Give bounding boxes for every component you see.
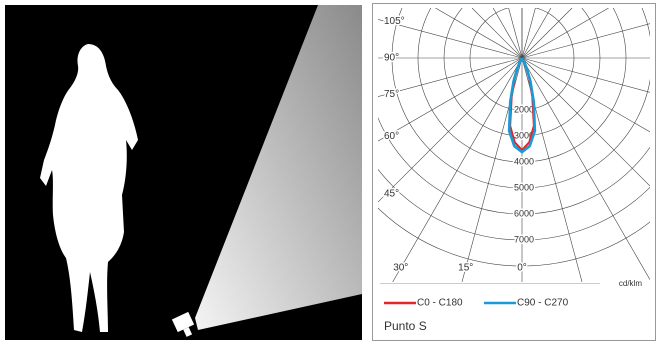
- lamp: [171, 311, 195, 337]
- grid-spoke: [521, 8, 552, 59]
- grid-spoke: [471, 8, 523, 59]
- diagram-panel: [372, 3, 656, 341]
- r-tick-label: 6000: [514, 208, 534, 218]
- unit-label: cd/klm: [619, 279, 642, 288]
- grid-spoke: [521, 23, 650, 59]
- angle-tick-label: 15°: [458, 263, 473, 274]
- legend-label: C0 - C180: [417, 298, 463, 309]
- angle-tick-label: 75°: [384, 89, 399, 100]
- angle-tick-label: 90°: [384, 53, 399, 64]
- r-tick-label: 5000: [514, 182, 534, 192]
- r-tick-label: 4000: [514, 156, 534, 166]
- grid-spoke: [492, 8, 523, 59]
- grid-spoke: [392, 57, 523, 282]
- grid-spoke: [378, 57, 523, 97]
- r-tick-label: 2000: [514, 104, 534, 114]
- angle-tick-label: 45°: [384, 189, 399, 200]
- grid-spoke: [378, 19, 523, 59]
- grid-spoke: [521, 57, 650, 133]
- polar-labels: 105°90°75°60°45°30° 15° 0°2000300040005000…: [383, 15, 536, 275]
- grid-spoke: [521, 57, 650, 93]
- angle-tick-label: 30°: [393, 263, 408, 274]
- curves: [507, 57, 537, 154]
- angle-tick-label: 105°: [384, 16, 405, 27]
- grid-spoke: [435, 8, 523, 59]
- legend-label: C90 - C270: [517, 298, 569, 309]
- grid-spoke: [521, 8, 573, 59]
- silhouette: [40, 44, 138, 332]
- grid-spoke: [508, 8, 523, 59]
- grid-spoke: [521, 8, 609, 59]
- grid-spoke: [378, 57, 523, 142]
- grid-spoke: [378, 57, 523, 203]
- footer-label: Punto S: [384, 319, 427, 333]
- light-beam: [195, 5, 362, 330]
- angle-tick-label: 0°: [517, 263, 527, 274]
- grid-spoke: [521, 8, 536, 59]
- grid-spoke: [521, 57, 650, 187]
- polar-grid: [378, 8, 650, 282]
- illustration: [5, 5, 362, 340]
- r-tick-label: 7000: [514, 234, 534, 244]
- series-curve: [507, 57, 537, 154]
- grid-spoke: [521, 57, 650, 280]
- legend: C0 - C180 C90 - C270: [384, 298, 569, 309]
- angle-tick-label: 60°: [384, 131, 399, 142]
